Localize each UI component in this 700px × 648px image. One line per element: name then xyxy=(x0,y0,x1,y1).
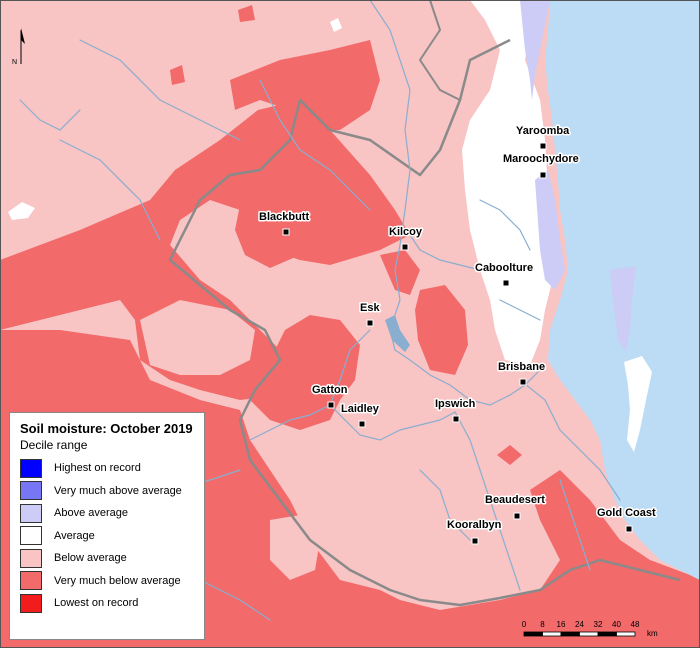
town-label: Brisbane xyxy=(498,361,545,373)
legend: Soil moisture: October 2019 Decile range… xyxy=(9,412,205,640)
town-marker xyxy=(401,243,409,251)
scale-bar-tick-label: 8 xyxy=(540,620,545,629)
town-marker xyxy=(358,420,366,428)
legend-title: Soil moisture: October 2019 xyxy=(20,421,193,436)
above-average-region-coast2 xyxy=(535,170,565,290)
legend-swatch xyxy=(20,458,42,478)
town-marker xyxy=(625,525,633,533)
scale-bar: 0 8 16 24 32 40 48 km xyxy=(522,620,658,638)
scale-bar-unit: km xyxy=(647,629,658,638)
legend-swatch xyxy=(20,481,42,501)
north-arrow: N xyxy=(12,28,25,66)
legend-swatch xyxy=(20,593,42,613)
legend-item: Average xyxy=(20,525,204,548)
north-arrow-head xyxy=(21,28,25,44)
town-label: Ipswich xyxy=(435,398,476,410)
legend-item: Below average xyxy=(20,547,204,570)
lake xyxy=(385,315,410,352)
very-much-below-region-small2 xyxy=(170,65,185,85)
legend-item: Above average xyxy=(20,502,204,525)
scale-bar-tick-label: 48 xyxy=(631,620,640,629)
very-much-below-region-blackbutt xyxy=(235,195,320,268)
legend-swatch xyxy=(20,571,42,591)
very-much-below-region-kilcoy xyxy=(380,250,420,295)
legend-swatch xyxy=(20,526,42,546)
legend-label: Average xyxy=(54,529,95,542)
legend-items: Highest on record Very much above average… xyxy=(20,457,204,615)
legend-swatch xyxy=(20,548,42,568)
legend-item: Very much above average xyxy=(20,480,204,503)
town-label: Maroochydore xyxy=(503,153,579,165)
very-much-below-region-gatton xyxy=(250,315,360,430)
scale-bar-segment xyxy=(579,631,599,637)
legend-item: Highest on record xyxy=(20,457,204,480)
scale-bar-segment xyxy=(616,631,636,637)
town-label: Gatton xyxy=(312,384,348,396)
town-label: Beaudesert xyxy=(485,494,545,506)
legend-label: Very much below average xyxy=(54,574,181,587)
legend-label: Lowest on record xyxy=(54,597,139,610)
town-label: Kooralbyn xyxy=(447,519,502,531)
legend-label: Highest on record xyxy=(54,462,141,475)
town-label: Caboolture xyxy=(475,262,533,274)
legend-subtitle: Decile range xyxy=(20,438,88,452)
scale-bar-tick-label: 16 xyxy=(557,620,566,629)
town-marker xyxy=(452,415,460,423)
very-much-below-region-esk-east xyxy=(415,285,468,375)
very-much-below-region-north xyxy=(230,40,380,130)
town-marker xyxy=(539,142,547,150)
ocean-island-north xyxy=(610,266,636,352)
town-marker xyxy=(519,378,527,386)
north-arrow-label: N xyxy=(12,59,17,66)
legend-swatch xyxy=(20,503,42,523)
boundary-line-north xyxy=(419,0,461,101)
legend-label: Very much above average xyxy=(54,484,182,497)
legend-item: Lowest on record xyxy=(20,592,204,615)
average-region-west xyxy=(8,202,35,220)
very-much-below-region-small3 xyxy=(238,5,255,22)
town-marker xyxy=(502,279,510,287)
scale-bar-segment xyxy=(523,631,543,637)
town-marker xyxy=(513,512,521,520)
town-label: Esk xyxy=(360,302,380,314)
very-much-below-region-west xyxy=(0,100,410,400)
scale-bar-segment xyxy=(597,631,617,637)
legend-label: Above average xyxy=(54,507,128,520)
town-label: Blackbutt xyxy=(259,211,309,223)
scale-bar-segment xyxy=(560,631,580,637)
scale-bar-tick-label: 40 xyxy=(612,620,621,629)
boundary-line xyxy=(168,38,681,607)
town-markers: Yaroomba Maroochydore Blackbutt Kilcoy Caboo… xyxy=(258,124,658,545)
above-average-region-coast xyxy=(520,0,550,100)
below-average-patch-west xyxy=(140,300,255,375)
legend-item: Very much below average xyxy=(20,570,204,593)
town-marker xyxy=(327,401,335,409)
scale-bar-tick-label: 24 xyxy=(575,620,584,629)
scale-bar-segment xyxy=(542,631,562,637)
scale-bar-tick-label: 32 xyxy=(594,620,603,629)
town-label: Yaroomba xyxy=(516,125,570,137)
ocean-island-south xyxy=(624,356,652,452)
legend-label: Below average xyxy=(54,552,127,565)
town-marker xyxy=(366,319,374,327)
town-label: Gold Coast xyxy=(597,507,656,519)
town-marker xyxy=(471,537,479,545)
town-marker xyxy=(282,228,290,236)
town-label: Laidley xyxy=(341,403,380,415)
scale-bar-tick-label: 0 xyxy=(522,620,527,629)
town-label: Kilcoy xyxy=(389,226,423,238)
below-average-patch-south xyxy=(270,515,320,580)
average-region-north-small xyxy=(330,18,342,32)
town-marker xyxy=(539,171,547,179)
very-much-below-region-small4 xyxy=(497,445,522,465)
